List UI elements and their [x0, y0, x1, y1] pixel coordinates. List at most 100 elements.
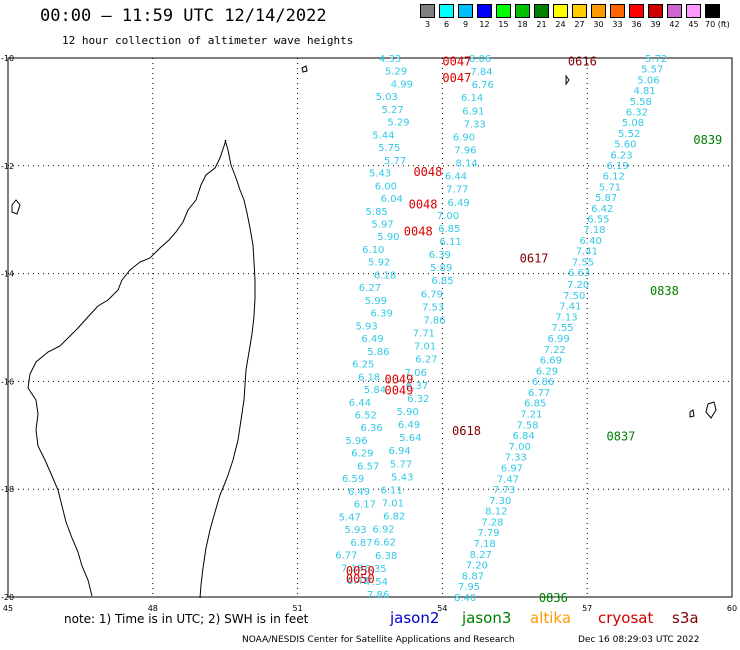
wave-height-value: 7.86	[423, 315, 445, 326]
legend-swatch	[686, 4, 701, 18]
wave-height-value: 6.32	[407, 394, 429, 405]
wave-height-value: 6.11	[439, 237, 461, 248]
satellite-legend-item: cryosat	[598, 609, 654, 627]
wave-height-value: 6.17	[354, 500, 376, 511]
wave-height-value: 6.49	[348, 487, 370, 498]
lat-tick-label: -18	[1, 485, 14, 494]
pass-time-label: 0050	[346, 572, 375, 586]
wave-height-value: 6.29	[351, 449, 373, 460]
units-note: note: 1) Time is in UTC; 2) SWH is in fe…	[64, 612, 309, 626]
wave-height-value: 7.00	[437, 211, 459, 222]
wave-height-value: 7.73	[493, 485, 515, 496]
lon-tick-label: 51	[293, 604, 303, 613]
wave-height-value: 6.27	[359, 283, 381, 294]
lon-tick-label: 45	[3, 604, 13, 613]
pass-time-label: 0049	[384, 373, 413, 387]
legend-label: 27	[574, 20, 585, 29]
wave-height-value: 7.41	[576, 247, 598, 258]
legend-label: 33	[612, 20, 623, 29]
pass-time-label: 0618	[452, 424, 481, 438]
wave-height-value: 5.06	[637, 75, 659, 86]
wave-height-value: 6.63	[568, 268, 590, 279]
satellite-legend-item: s3a	[672, 609, 699, 627]
altimeter-tracks: 4.335.294.995.035.275.295.445.755.775.43…	[335, 54, 667, 604]
wave-height-value: 6.52	[355, 410, 377, 421]
wave-height-value: 7.33	[505, 453, 527, 464]
wave-height-value: 7.06	[405, 368, 427, 379]
legend-swatch	[458, 4, 473, 18]
wave-height-value: 5.93	[355, 321, 377, 332]
wave-height-value: 6.99	[548, 334, 570, 345]
wave-height-value: 6.82	[383, 512, 405, 523]
wave-height-value: 7.86	[367, 590, 389, 601]
legend-label: 21	[536, 20, 547, 29]
wave-height-value: 6.29	[536, 366, 558, 377]
wave-height-value: 5.86	[367, 347, 389, 358]
legend-label: 24	[555, 20, 566, 29]
wave-height-value: 8.27	[470, 550, 492, 561]
wave-height-value: 5.99	[365, 296, 387, 307]
wave-height-value: 6.14	[461, 93, 483, 104]
wave-height-value: 6.38	[375, 551, 397, 562]
satellite-legend-item: jason2	[390, 609, 440, 627]
wave-height-value: 6.77	[528, 388, 550, 399]
legend-swatch	[705, 4, 720, 18]
island-outline	[11, 199, 21, 215]
wave-height-value: 6.85	[524, 399, 546, 410]
wave-height-value: 5.58	[630, 97, 652, 108]
wave-height-value: 6.91	[462, 106, 484, 117]
wave-height-value: 5.93	[344, 525, 366, 536]
legend-label: 15	[498, 20, 509, 29]
wave-height-value: 6.45	[347, 576, 369, 587]
lat-tick-label: -20	[1, 593, 14, 602]
wave-height-value: 6.85	[431, 276, 453, 287]
island-outline	[705, 401, 717, 419]
wave-height-value: 7.79	[477, 528, 499, 539]
wave-height-value: 5.57	[641, 65, 663, 76]
lon-tick-label: 57	[582, 604, 592, 613]
wave-height-value: 6.12	[603, 172, 625, 183]
wave-height-value: 5.72	[645, 54, 667, 65]
wave-height-value: 6.25	[352, 360, 374, 371]
lon-tick-label: 54	[437, 604, 447, 613]
wave-height-value: 7.96	[454, 146, 476, 157]
wave-height-value: 5.90	[397, 407, 419, 418]
legend-swatch	[515, 4, 530, 18]
wave-height-value: 5.47	[339, 512, 361, 523]
legend-swatch	[439, 4, 454, 18]
wave-height-value: 6.42	[591, 204, 613, 215]
wave-height-value: 4.81	[633, 86, 655, 97]
pass-time-label: 0048	[409, 198, 438, 212]
wave-height-value: 5.97	[371, 220, 393, 231]
wave-height-value: 6.86	[532, 377, 554, 388]
wave-height-value: 5.77	[384, 156, 406, 167]
legend-swatch	[610, 4, 625, 18]
wave-height-value: 6.04	[381, 194, 403, 205]
madagascar-coastline	[11, 65, 717, 599]
wave-height-value: 5.84	[364, 385, 386, 396]
legend-label: 30	[593, 20, 604, 29]
pass-time-label: 0048	[413, 165, 442, 179]
lat-tick-label: -16	[1, 377, 14, 386]
wave-height-value: 5.08	[622, 118, 644, 129]
wave-height-value: 6.87	[350, 538, 372, 549]
wave-height-value: 7.95	[458, 582, 480, 593]
pass-time-label: 0047	[442, 55, 471, 69]
wave-height-value: 7.33	[464, 119, 486, 130]
wave-height-value: 6.39	[429, 250, 451, 261]
wave-height-value: 6.40	[580, 236, 602, 247]
wave-height-value: 5.52	[618, 129, 640, 140]
wave-height-value: 7.58	[516, 420, 538, 431]
wave-height-value: 7.54	[366, 577, 388, 588]
wave-height-value: 7.01	[382, 498, 404, 509]
wave-height-value: 6.55	[587, 215, 609, 226]
wave-height-value: 6.59	[342, 474, 364, 485]
wave-height-value: 6.10	[362, 245, 384, 256]
wave-height-value: 5.03	[376, 92, 398, 103]
wave-height-value: 7.21	[520, 410, 542, 421]
wave-height-value: 6.39	[371, 309, 393, 320]
legend-label: 70 (ft)	[705, 20, 730, 29]
legend-swatch	[629, 4, 644, 18]
legend-swatch	[667, 4, 682, 18]
